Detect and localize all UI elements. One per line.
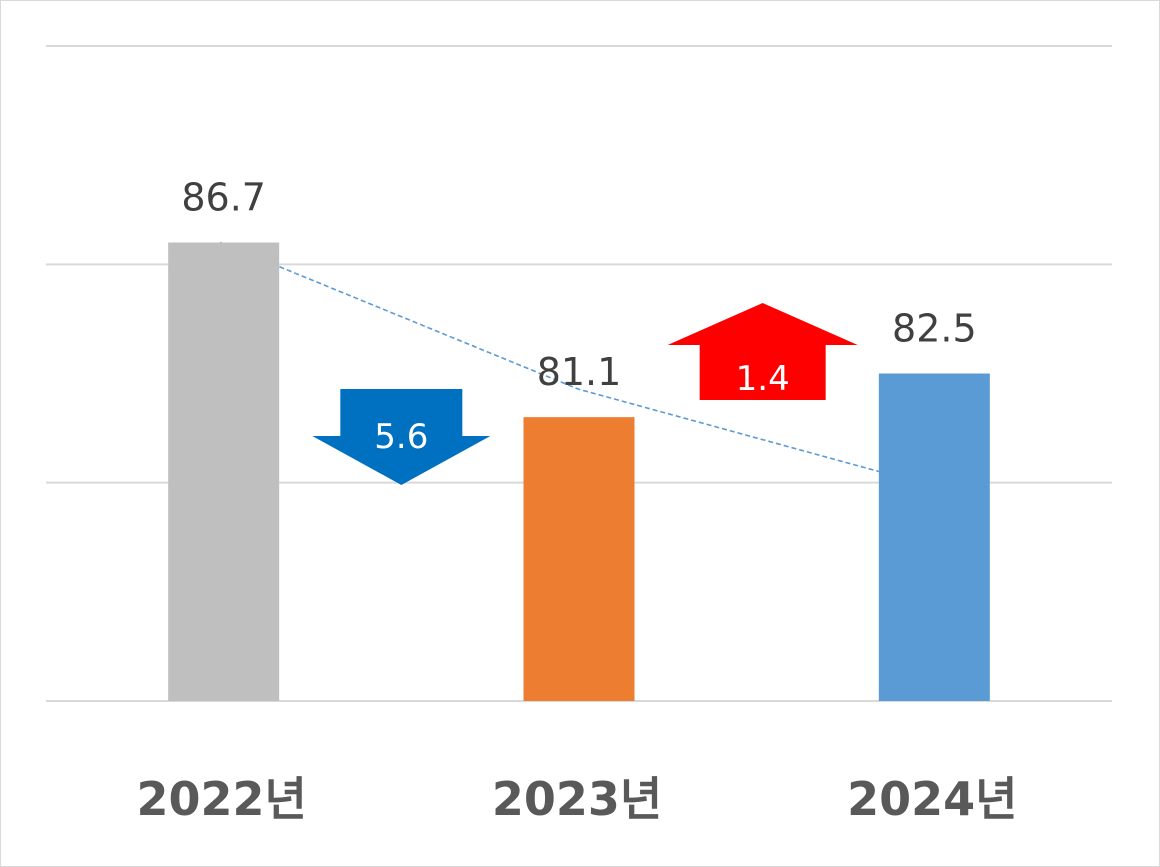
value-label: 81.1 <box>537 350 622 394</box>
bars <box>168 242 990 701</box>
bar <box>168 242 280 701</box>
value-labels: 86.7 81.1 82.5 <box>181 176 976 395</box>
down-arrow-label: 5.6 <box>374 417 428 457</box>
category-label: 2022년 <box>136 772 306 826</box>
value-label: 86.7 <box>181 176 266 220</box>
change-arrows: 5.6 1.4 <box>312 303 858 485</box>
trend-line-group <box>219 241 880 473</box>
up-arrow-label: 1.4 <box>736 359 790 399</box>
trend-line <box>219 241 880 473</box>
category-labels: 2022년 2023년 2024년 <box>136 772 1017 826</box>
bar <box>523 417 635 701</box>
up-arrow <box>667 303 858 400</box>
category-label: 2023년 <box>492 772 662 826</box>
value-label: 82.5 <box>892 307 977 351</box>
bar <box>878 373 990 701</box>
down-arrow <box>312 389 491 485</box>
category-label: 2024년 <box>847 772 1017 826</box>
